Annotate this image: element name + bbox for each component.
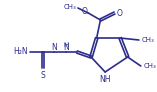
Text: CH₃: CH₃	[63, 4, 76, 10]
Text: NH: NH	[99, 75, 111, 84]
Text: O: O	[81, 8, 87, 16]
Text: N: N	[63, 44, 69, 53]
Text: N: N	[51, 44, 57, 53]
Text: H: H	[63, 42, 68, 48]
Text: H₂N: H₂N	[14, 47, 28, 56]
Text: CH₃: CH₃	[144, 63, 156, 69]
Text: CH₃: CH₃	[142, 37, 154, 43]
Text: S: S	[41, 71, 46, 80]
Text: O: O	[116, 8, 122, 17]
